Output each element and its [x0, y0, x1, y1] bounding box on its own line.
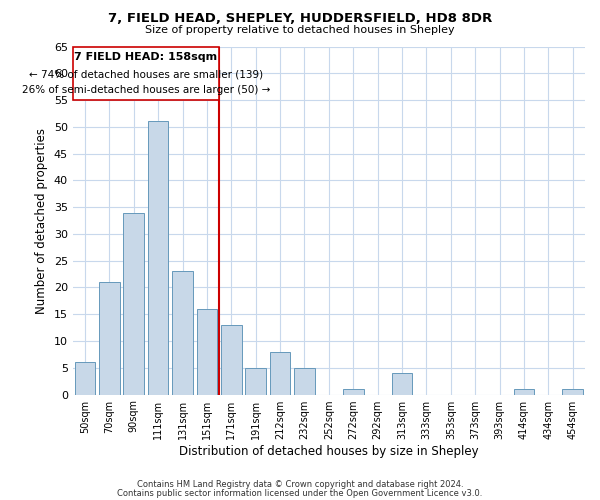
- Bar: [148, 122, 169, 394]
- Bar: [245, 368, 266, 394]
- X-axis label: Distribution of detached houses by size in Shepley: Distribution of detached houses by size …: [179, 444, 479, 458]
- Bar: [197, 309, 217, 394]
- Bar: [294, 368, 315, 394]
- Text: 7, FIELD HEAD, SHEPLEY, HUDDERSFIELD, HD8 8DR: 7, FIELD HEAD, SHEPLEY, HUDDERSFIELD, HD…: [108, 12, 492, 26]
- Bar: [124, 212, 144, 394]
- Text: Contains HM Land Registry data © Crown copyright and database right 2024.: Contains HM Land Registry data © Crown c…: [137, 480, 463, 489]
- Text: Contains public sector information licensed under the Open Government Licence v3: Contains public sector information licen…: [118, 488, 482, 498]
- Bar: [514, 389, 535, 394]
- Bar: [343, 389, 364, 394]
- Bar: [221, 325, 242, 394]
- Bar: [270, 352, 290, 395]
- Text: 7 FIELD HEAD: 158sqm: 7 FIELD HEAD: 158sqm: [74, 52, 217, 62]
- Bar: [74, 362, 95, 394]
- Text: Size of property relative to detached houses in Shepley: Size of property relative to detached ho…: [145, 25, 455, 35]
- Y-axis label: Number of detached properties: Number of detached properties: [35, 128, 48, 314]
- Bar: [99, 282, 120, 395]
- Bar: [172, 272, 193, 394]
- Bar: [392, 373, 412, 394]
- Bar: [562, 389, 583, 394]
- Text: 26% of semi-detached houses are larger (50) →: 26% of semi-detached houses are larger (…: [22, 86, 270, 96]
- FancyBboxPatch shape: [73, 46, 219, 100]
- Text: ← 74% of detached houses are smaller (139): ← 74% of detached houses are smaller (13…: [29, 70, 263, 80]
